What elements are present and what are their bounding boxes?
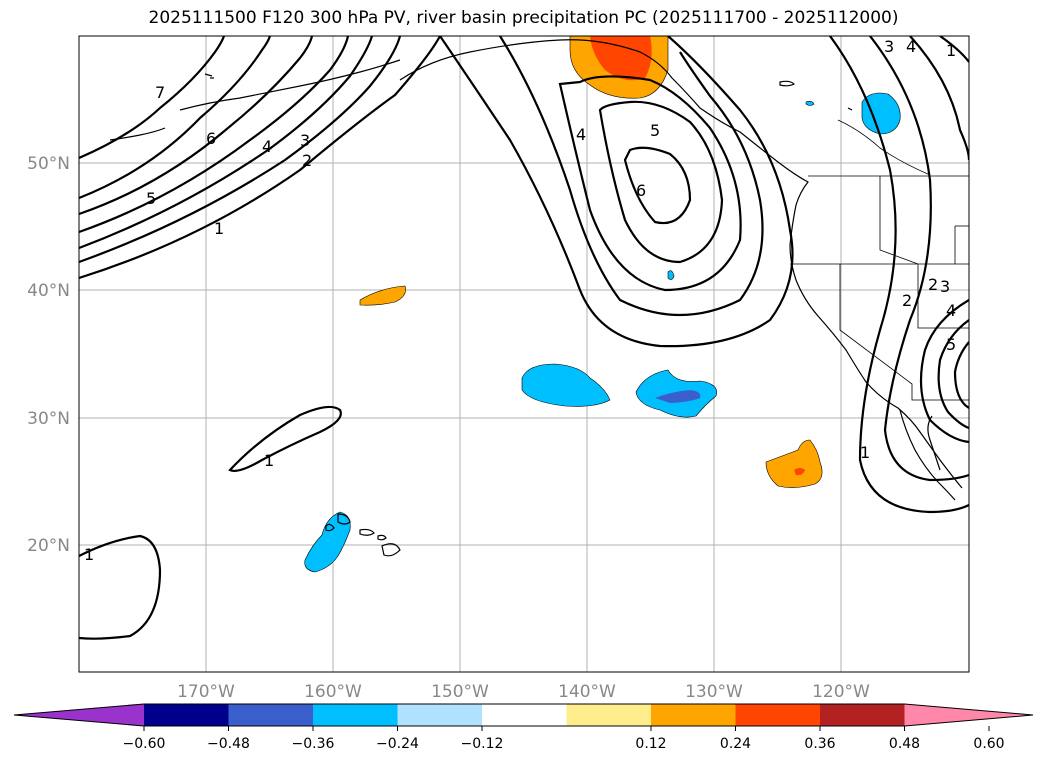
colorbar-segment	[820, 704, 905, 726]
precip-shading	[304, 36, 901, 573]
colorbar: −0.60 −0.48 −0.36 −0.24 −0.12 0.12 0.24 0.36 0.4…	[13, 703, 1034, 752]
colorbar-segment	[228, 704, 314, 726]
lat-label-50n: 50°N	[27, 154, 70, 174]
contour-label-8: 1	[264, 451, 274, 470]
pv-contours	[79, 36, 969, 640]
contour-labels: 7 6 4 3 2 5 1 1 1 4 5 6 3 4 2 1 2 3 4 5 …	[84, 37, 956, 564]
contour-label-16: 1	[860, 443, 870, 462]
contour-label-11: 5	[650, 121, 660, 140]
contour-label-5: 2	[302, 151, 312, 170]
lat-labels: 50°N 40°N 30°N 20°N	[27, 154, 70, 556]
contour-label-9: 1	[84, 545, 94, 564]
colorbar-segment	[735, 704, 821, 726]
colorbar-tick-label: 0.60	[973, 736, 1004, 752]
contour-label-10: 4	[576, 125, 586, 144]
lat-label-20n: 20°N	[27, 536, 70, 556]
contour-label-7: 1	[214, 219, 224, 238]
colorbar-segment	[144, 704, 229, 726]
lon-label-120w: 120°W	[812, 682, 870, 702]
precip-area-orange-25n	[765, 439, 823, 488]
precip-area-hawaii	[304, 511, 351, 573]
contour-label-12: 6	[636, 181, 646, 200]
contour-label-18: 3	[940, 277, 950, 296]
contour-label-6: 5	[146, 189, 156, 208]
lon-label-140w: 140°W	[558, 682, 616, 702]
graticule	[79, 36, 969, 672]
contour-label-3: 4	[262, 137, 272, 156]
colorbar-tick-label: −0.12	[461, 736, 504, 752]
colorbar-segment	[482, 704, 567, 726]
colorbar-segment	[397, 704, 483, 726]
contour-label-13: 3	[884, 37, 894, 56]
contour-label-2: 6	[206, 129, 216, 148]
precip-area-pacific-orange	[359, 285, 406, 306]
map-area[interactable]	[79, 36, 969, 672]
lon-label-170w: 170°W	[177, 682, 235, 702]
contour-label-19: 4	[946, 301, 956, 320]
lon-labels: 170°W 160°W 150°W 140°W 130°W 120°W	[177, 682, 870, 702]
precip-area-bc	[861, 92, 901, 135]
contour-label-4: 3	[300, 131, 310, 150]
colorbar-tick-label: −0.24	[376, 736, 419, 752]
contour-label-1: 7	[155, 83, 165, 102]
lon-label-150w: 150°W	[431, 682, 489, 702]
colorbar-tick-label: −0.36	[292, 736, 335, 752]
colorbar-tick-label: −0.60	[123, 736, 166, 752]
precip-area-blue-1	[521, 363, 611, 407]
colorbar-tick-label: 0.48	[889, 736, 920, 752]
contour-label-14: 4	[906, 37, 916, 56]
map-frame	[78, 35, 970, 673]
colorbar-tick-label: −0.48	[207, 736, 250, 752]
contour-label-15: 2	[902, 291, 912, 310]
colorbar-extend-high	[904, 704, 1033, 726]
colorbar-segment	[651, 704, 736, 726]
colorbar-segment	[313, 704, 398, 726]
colorbar-tick-label: 0.12	[635, 736, 666, 752]
coastlines	[109, 39, 963, 557]
colorbar-segment	[566, 704, 652, 726]
contour-label-17: 2	[928, 275, 938, 294]
map-title: 2025111500 F120 300 hPa PV, river basin …	[148, 8, 899, 28]
contour-label-20: 5	[946, 335, 956, 354]
lon-label-130w: 130°W	[685, 682, 743, 702]
colorbar-tick-label: 0.36	[804, 736, 835, 752]
borders	[790, 119, 969, 401]
lon-label-160w: 160°W	[304, 682, 362, 702]
lat-label-40n: 40°N	[27, 281, 70, 301]
contour-label-21: 1	[946, 41, 956, 60]
lat-label-30n: 30°N	[27, 409, 70, 429]
colorbar-extend-low	[14, 704, 144, 726]
colorbar-tick-label: 0.24	[720, 736, 751, 752]
